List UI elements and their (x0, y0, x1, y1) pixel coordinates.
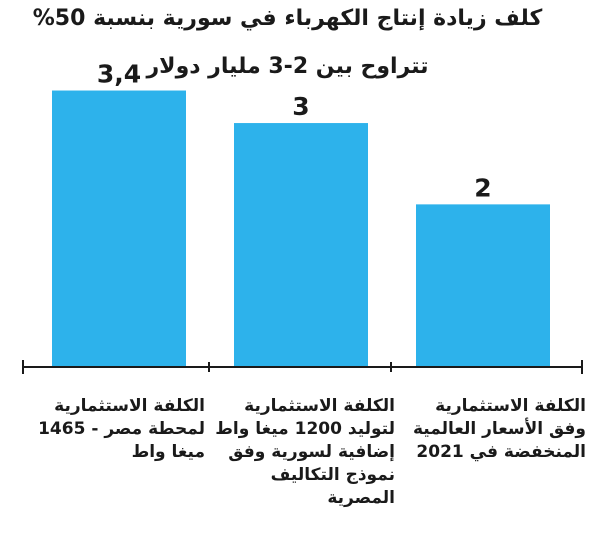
chart-title-line-1: كلف زيادة إنتاج الكهرباء في سورية بنسبة … (32, 6, 543, 31)
bar-value-label-2: 2 (474, 173, 491, 202)
bar-0 (52, 90, 186, 368)
bar-1 (234, 123, 368, 367)
bar-value-label-1: 3 (292, 92, 309, 121)
bar-2 (416, 204, 550, 367)
chart-title-line-2: تتراوح بين 2-3 مليار دولار (146, 54, 429, 79)
bar-value-label-0: 3,4 (97, 60, 141, 89)
category-label-egypt-plant: الكلفة الاستثمارية لمحطة مصر - 1465 ميغا… (38, 396, 205, 462)
category-label-syria-1200mw: الكلفة الاستثمارية لتوليد 1200 ميغا واط … (215, 396, 395, 508)
category-label-global-prices: الكلفة الاستثمارية وفق الأسعار العالمية … (412, 396, 586, 462)
